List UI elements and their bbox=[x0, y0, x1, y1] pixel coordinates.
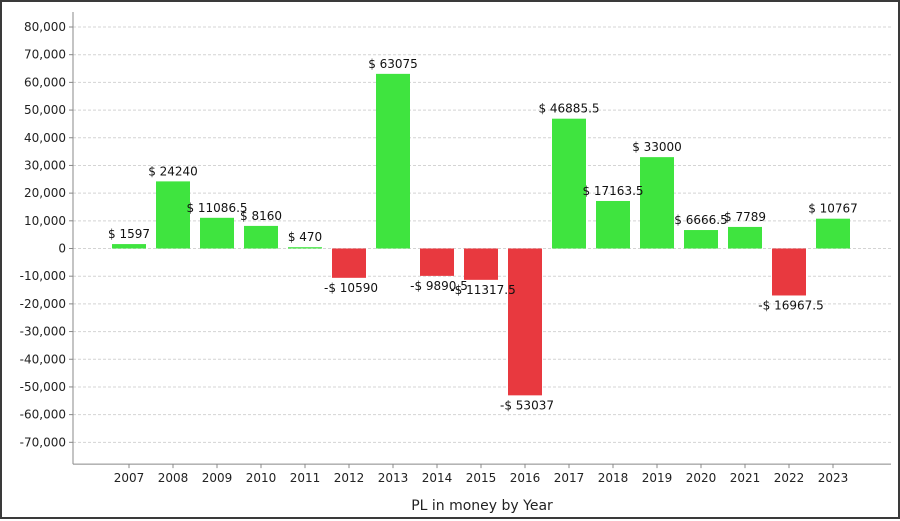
x-tick-label-2022: 2022 bbox=[774, 471, 805, 485]
bar-2018 bbox=[596, 200, 630, 249]
x-tick-label-2009: 2009 bbox=[202, 471, 233, 485]
y-tick-label: -40,000 bbox=[20, 352, 66, 366]
x-tick-label-2019: 2019 bbox=[642, 471, 673, 485]
y-tick-label: 40,000 bbox=[24, 131, 66, 145]
data-label-2010: $ 8160 bbox=[240, 209, 282, 223]
data-label-2021: $ 7789 bbox=[724, 210, 766, 224]
y-tick-label: 70,000 bbox=[24, 48, 66, 62]
data-label-2022: -$ 16967.5 bbox=[758, 298, 823, 312]
x-tick-label-2015: 2015 bbox=[466, 471, 497, 485]
x-tick-label-2017: 2017 bbox=[554, 471, 585, 485]
data-label-2007: $ 1597 bbox=[108, 227, 150, 241]
x-axis-title: PL in money by Year bbox=[411, 498, 553, 514]
data-label-2017: $ 46885.5 bbox=[538, 102, 599, 116]
bar-2020 bbox=[684, 230, 718, 249]
y-tick-label: 0 bbox=[58, 242, 66, 256]
data-label-2016: -$ 53037 bbox=[500, 398, 554, 412]
data-label-2019: $ 33000 bbox=[632, 140, 682, 154]
x-tick-label-2012: 2012 bbox=[334, 471, 365, 485]
bar-2008 bbox=[156, 181, 190, 249]
bar-2021 bbox=[728, 226, 762, 249]
data-label-2023: $ 10767 bbox=[808, 202, 858, 216]
x-tick-label-2020: 2020 bbox=[686, 471, 717, 485]
bar-2009 bbox=[200, 217, 234, 249]
bar-2017 bbox=[552, 118, 586, 249]
data-label-2018: $ 17163.5 bbox=[582, 184, 643, 198]
y-tick-label: -50,000 bbox=[20, 380, 66, 394]
bar-2012 bbox=[332, 248, 366, 278]
data-label-2011: $ 470 bbox=[288, 230, 322, 244]
y-tick-label: 30,000 bbox=[24, 158, 66, 172]
bars bbox=[112, 73, 850, 396]
bar-2023 bbox=[816, 218, 850, 249]
y-tick-label: 60,000 bbox=[24, 75, 66, 89]
x-tick-label-2011: 2011 bbox=[290, 471, 321, 485]
y-tick-label: -70,000 bbox=[20, 435, 66, 449]
data-label-2020: $ 6666.5 bbox=[674, 213, 727, 227]
y-tick-label: 20,000 bbox=[24, 186, 66, 200]
data-label-2009: $ 11086.5 bbox=[186, 201, 247, 215]
y-tick-label: -20,000 bbox=[20, 297, 66, 311]
data-label-2014: -$ 9890.5 bbox=[410, 279, 468, 293]
y-tick-label: 10,000 bbox=[24, 214, 66, 228]
data-label-2013: $ 63075 bbox=[368, 57, 418, 71]
x-tick-label-2007: 2007 bbox=[114, 471, 145, 485]
axes bbox=[69, 12, 891, 469]
x-tick-label-2010: 2010 bbox=[246, 471, 277, 485]
y-tick-label: -30,000 bbox=[20, 325, 66, 339]
bar-2019 bbox=[640, 157, 674, 249]
data-label-2015: -$ 11317.5 bbox=[450, 283, 515, 297]
x-tick-label-2008: 2008 bbox=[158, 471, 189, 485]
bar-2022 bbox=[772, 248, 806, 296]
bar-2014 bbox=[420, 248, 454, 276]
data-label-2008: $ 24240 bbox=[148, 164, 198, 178]
bar-2011 bbox=[288, 247, 322, 249]
x-tick-label-2016: 2016 bbox=[510, 471, 541, 485]
data-label-2012: -$ 10590 bbox=[324, 281, 378, 295]
bar-2016 bbox=[508, 248, 542, 396]
bar-2007 bbox=[112, 244, 146, 249]
y-tick-label: -10,000 bbox=[20, 269, 66, 283]
x-tick-label-2023: 2023 bbox=[818, 471, 849, 485]
grid-lines bbox=[73, 26, 891, 443]
x-tick-label-2021: 2021 bbox=[730, 471, 761, 485]
x-tick-label-2013: 2013 bbox=[378, 471, 409, 485]
x-tick-label-2014: 2014 bbox=[422, 471, 453, 485]
data-labels: $ 1597 $ 24240 $ 11086.5$ 8160 $ 470 -$ 1059… bbox=[108, 57, 858, 412]
y-tick-label: -60,000 bbox=[20, 408, 66, 422]
y-tick-label: 50,000 bbox=[24, 103, 66, 117]
y-tick-labels: 80,000 70,000 60,000 50,000 40,000 30,000 20,0… bbox=[20, 20, 66, 449]
x-tick-label-2018: 2018 bbox=[598, 471, 629, 485]
x-tick-labels: 2007 2008 2009 2010 2011 2012 2013 2014 2015 2016… bbox=[114, 471, 849, 485]
bar-2013 bbox=[376, 73, 410, 249]
bar-2015 bbox=[464, 248, 498, 280]
bar-2010 bbox=[244, 225, 278, 249]
y-tick-label: 80,000 bbox=[24, 20, 66, 34]
